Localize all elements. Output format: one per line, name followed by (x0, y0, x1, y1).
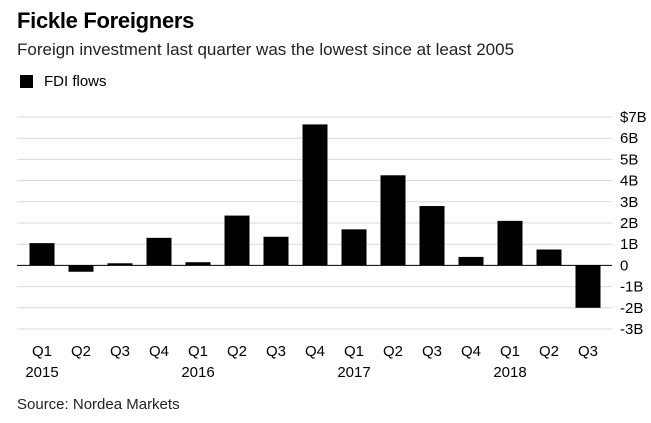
source-note: Source: Nordea Markets (17, 396, 180, 413)
x-year-label: 2018 (493, 364, 526, 381)
bar-7 (302, 124, 328, 266)
bar-14 (575, 265, 601, 308)
x-tick-label: Q4 (305, 343, 325, 360)
x-tick-label: Q3 (266, 343, 286, 360)
bar-13 (536, 249, 562, 266)
bar-8 (341, 229, 367, 266)
x-tick-label: Q4 (149, 343, 169, 360)
legend-label: FDI flows (44, 73, 107, 90)
x-tick-label: Q2 (539, 343, 559, 360)
x-tick-label: Q4 (461, 343, 481, 360)
x-tick-label: Q3 (110, 343, 130, 360)
bar-11 (458, 256, 484, 266)
x-tick-label: Q1 (32, 343, 52, 360)
bars (29, 124, 601, 308)
bar-6 (263, 236, 289, 266)
x-tick-label: Q2 (227, 343, 247, 360)
y-tick-label: 1B (620, 236, 638, 253)
x-tick-label: Q1 (344, 343, 364, 360)
y-tick-label: 5B (620, 151, 638, 168)
y-tick-label: 4B (620, 173, 638, 190)
y-tick-label: 2B (620, 215, 638, 232)
bar-1 (68, 265, 94, 272)
bar-10 (419, 206, 445, 266)
bar-3 (146, 237, 172, 266)
y-tick-label: 0 (620, 257, 628, 274)
chart-subtitle: Foreign investment last quarter was the … (17, 40, 515, 59)
bar-9 (380, 175, 406, 266)
y-tick-label: 6B (620, 130, 638, 147)
x-tick-label: Q3 (422, 343, 442, 360)
bar-2 (107, 263, 133, 266)
chart-title: Fickle Foreigners (17, 8, 195, 33)
legend: FDI flows (20, 73, 107, 90)
x-axis-labels: Q1 Q2 Q3 Q4 Q1 Q2 Q3 Q4 Q1 Q2 Q3 Q4 Q1 Q2 Q3 2015 2016 20… (25, 343, 598, 381)
x-tick-label: Q2 (71, 343, 91, 360)
x-tick-label: Q1 (500, 343, 520, 360)
bar-0 (29, 243, 55, 266)
y-tick-label: -1B (620, 279, 643, 296)
y-tick-label: $7B (620, 109, 647, 126)
y-tick-label: -3B (620, 321, 643, 338)
x-tick-label: Q3 (578, 343, 598, 360)
x-year-label: 2015 (25, 364, 58, 381)
x-year-label: 2016 (181, 364, 214, 381)
x-year-label: 2017 (337, 364, 370, 381)
bar-5 (224, 215, 250, 266)
bar-12 (497, 220, 523, 266)
x-tick-label: Q2 (383, 343, 403, 360)
legend-swatch (20, 75, 33, 88)
y-tick-label: -2B (620, 300, 643, 317)
bar-4 (185, 262, 211, 266)
x-tick-label: Q1 (188, 343, 208, 360)
y-axis-labels: $7B 6B 5B 4B 3B 2B 1B 0 -1B -2B -3B (620, 109, 647, 338)
y-tick-label: 3B (620, 194, 638, 211)
